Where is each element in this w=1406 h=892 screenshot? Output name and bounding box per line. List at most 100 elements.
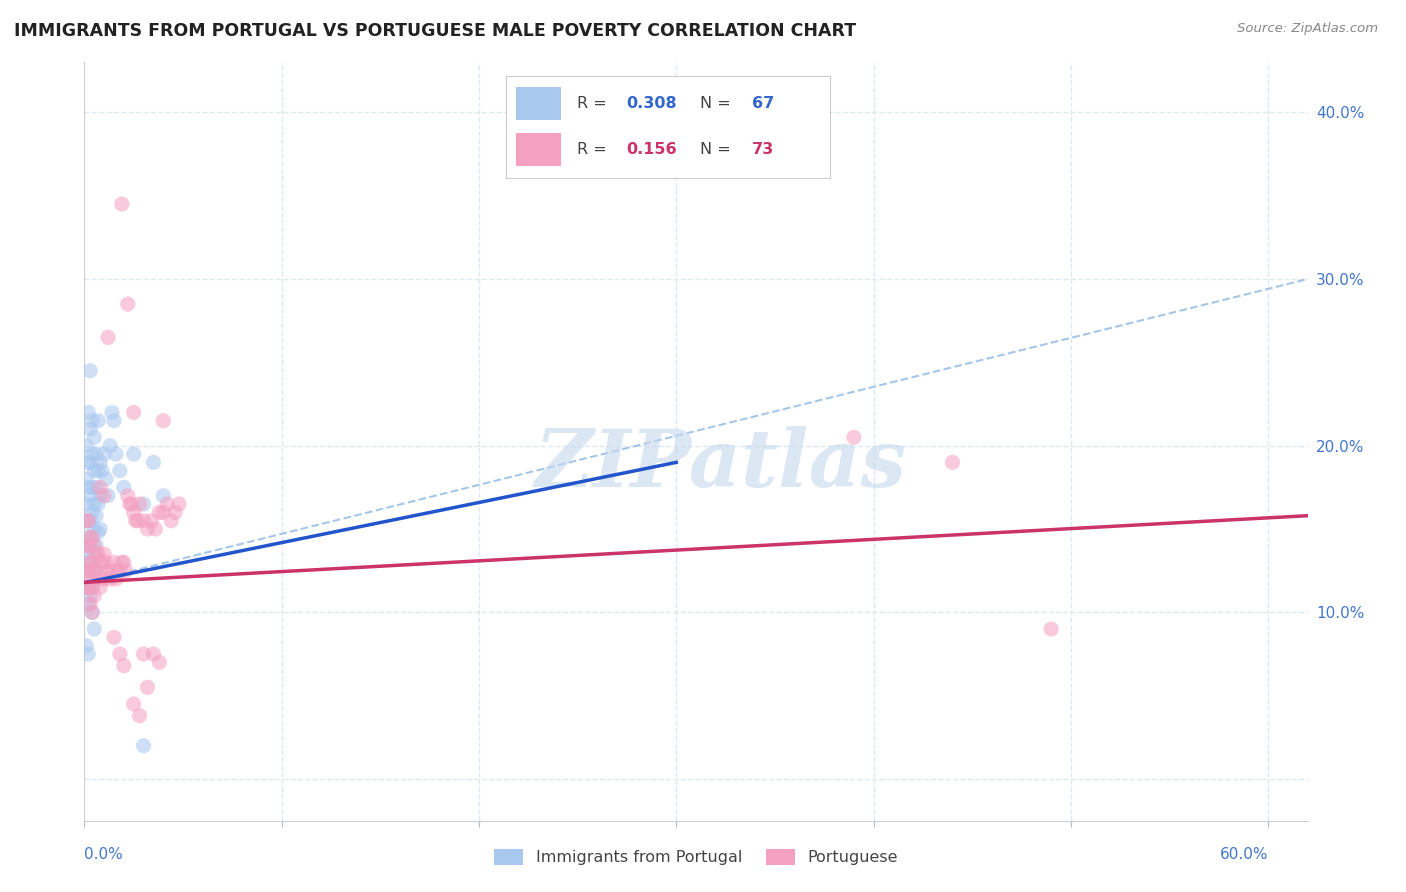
Point [121, 497, 143, 511]
Point [117, 489, 139, 503]
Point [87, 464, 110, 478]
Point [75, 547, 97, 561]
Point [77, 564, 100, 578]
Point [94, 472, 117, 486]
Point [112, 480, 135, 494]
Point [91, 555, 114, 569]
Point [108, 564, 131, 578]
Text: Source: ZipAtlas.com: Source: ZipAtlas.com [1237, 22, 1378, 36]
Point [93, 447, 115, 461]
Point [84, 508, 107, 523]
Point [132, 497, 155, 511]
Point [94, 555, 117, 569]
Point [132, 739, 155, 753]
Point [148, 656, 170, 670]
Point [93, 489, 115, 503]
Point [82, 580, 104, 594]
Point [122, 447, 145, 461]
Point [84, 564, 107, 578]
Point [77, 480, 100, 494]
Point [84, 480, 107, 494]
Point [103, 631, 125, 645]
Point [77, 455, 100, 469]
Point [98, 572, 121, 586]
Point [75, 564, 97, 578]
Point [79, 597, 101, 611]
Text: ZIPatlas: ZIPatlas [534, 425, 907, 503]
Point [128, 708, 150, 723]
Point [117, 297, 139, 311]
Point [103, 555, 125, 569]
Point [89, 480, 111, 494]
Point [79, 572, 101, 586]
Point [136, 522, 159, 536]
Point [84, 564, 107, 578]
Point [156, 497, 179, 511]
Point [87, 497, 110, 511]
Point [75, 639, 97, 653]
Point [79, 422, 101, 436]
Text: N =: N = [700, 96, 731, 111]
Point [82, 505, 104, 519]
Point [136, 681, 159, 695]
Point [91, 464, 114, 478]
Point [75, 439, 97, 453]
Point [142, 647, 165, 661]
Point [97, 564, 120, 578]
Point [77, 555, 100, 569]
Legend: Immigrants from Portugal, Portuguese: Immigrants from Portugal, Portuguese [486, 841, 905, 873]
Point [112, 658, 135, 673]
Point [98, 439, 121, 453]
Text: R =: R = [578, 96, 607, 111]
Point [108, 464, 131, 478]
Point [167, 497, 190, 511]
Point [84, 447, 107, 461]
Point [104, 447, 127, 461]
Point [122, 505, 145, 519]
Point [82, 605, 104, 619]
Point [128, 497, 150, 511]
Point [77, 539, 100, 553]
Text: N =: N = [700, 142, 731, 157]
Point [75, 497, 97, 511]
Point [83, 564, 105, 578]
Point [77, 647, 100, 661]
Point [77, 580, 100, 594]
Point [82, 480, 104, 494]
Point [77, 580, 100, 594]
Point [82, 555, 104, 569]
Point [103, 414, 125, 428]
Text: 67: 67 [752, 96, 775, 111]
Bar [516, 87, 561, 120]
Point [77, 405, 100, 419]
Point [77, 539, 100, 553]
Point [75, 539, 97, 553]
Point [75, 564, 97, 578]
Point [104, 572, 127, 586]
Point [82, 605, 104, 619]
Point [87, 572, 110, 586]
Point [79, 539, 101, 553]
Point [842, 430, 865, 444]
Point [84, 539, 107, 553]
Point [107, 564, 129, 578]
Point [160, 514, 183, 528]
Point [79, 530, 101, 544]
Point [83, 430, 105, 444]
Point [122, 405, 145, 419]
Point [77, 514, 100, 528]
Point [79, 589, 101, 603]
Point [165, 505, 187, 519]
Point [82, 530, 104, 544]
Point [83, 589, 105, 603]
Point [1040, 622, 1063, 636]
Point [79, 489, 101, 503]
Point [83, 464, 105, 478]
Point [132, 514, 155, 528]
Point [89, 555, 111, 569]
Point [77, 597, 100, 611]
Point [79, 364, 101, 378]
Point [89, 522, 111, 536]
Point [75, 530, 97, 544]
Point [101, 564, 124, 578]
